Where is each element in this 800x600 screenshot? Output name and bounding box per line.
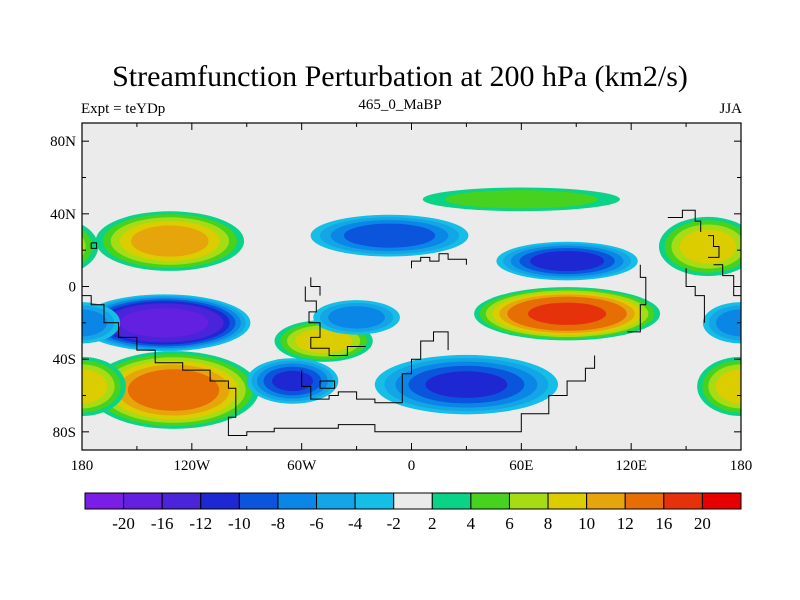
experiment-label: Expt = teYDp [81, 101, 166, 117]
anomaly-center [95, 211, 245, 271]
time-label: 465_0_MaBP [358, 97, 442, 113]
x-tick-label: 120W [173, 458, 211, 474]
coastline [708, 235, 720, 258]
colorbar-label: -10 [228, 514, 251, 533]
y-tick-label: 0 [69, 280, 77, 296]
colorbar-swatch [161, 492, 202, 510]
contour-fill [679, 229, 737, 264]
contour-fill [82, 309, 107, 337]
contour-fill [120, 308, 209, 338]
contour-fill [715, 369, 741, 404]
colorbar-label: 12 [617, 514, 634, 533]
contour-fill [295, 328, 352, 354]
colorbar-label: 10 [578, 514, 595, 533]
colorbar-swatch [277, 492, 318, 510]
contour-fill [272, 370, 313, 392]
y-tick-label: 80S [53, 425, 76, 441]
x-tick-label: 180 [71, 458, 94, 474]
colorbar-label: -2 [387, 514, 401, 533]
coastline [401, 331, 449, 403]
colorbar-swatch [84, 492, 125, 510]
map-title: Streamfunction Perturbation at 200 hPa (… [112, 60, 688, 93]
anomaly-center [246, 358, 339, 404]
colorbar-label: 20 [694, 514, 711, 533]
contour-fill [328, 306, 385, 329]
colorbar-swatch [663, 492, 703, 510]
contour-fill [127, 369, 220, 411]
x-tick-label: 60E [509, 458, 533, 474]
coastline [685, 268, 705, 323]
colorbar-swatch [123, 492, 163, 510]
anomaly-center [82, 302, 741, 344]
contour-fill [82, 229, 93, 264]
map-panel [82, 123, 741, 450]
contour-fill [343, 223, 436, 248]
colorbar-label: -20 [112, 514, 135, 533]
colorbar: -20 -16 -12 -10 -8 -6 -4 -2 2 4 6 8 10 12 16 20 [84, 492, 742, 533]
colorbar-swatch [701, 492, 742, 510]
anomaly-center [313, 300, 400, 335]
colorbar-swatch [354, 492, 395, 510]
coastline [667, 209, 702, 232]
colorbar-swatch [586, 492, 626, 510]
coastline [301, 370, 403, 404]
contour-fill [444, 190, 598, 209]
coastline [319, 380, 336, 389]
contour-fill [82, 236, 86, 257]
colorbar-label: 8 [544, 514, 553, 533]
contour-fill [528, 302, 607, 325]
coastline [627, 264, 647, 333]
colorbar-label: -8 [271, 514, 285, 533]
contour-fill [737, 314, 741, 332]
colorbar-swatch [200, 492, 240, 510]
colorbar-label: 16 [655, 514, 672, 533]
contour-fill [530, 250, 605, 272]
anomaly-center [310, 214, 469, 257]
colorbar-label: 6 [505, 514, 514, 533]
contour-fill [716, 309, 741, 337]
anomaly-center [82, 216, 741, 277]
contour-fill [82, 369, 108, 404]
colorbar-swatch [470, 492, 510, 510]
anomaly-center [82, 294, 741, 352]
colorbar-swatch [316, 492, 356, 510]
colorbar-swatch [508, 492, 549, 510]
coastline [90, 242, 98, 249]
coastline [304, 286, 366, 356]
y-tick-label: 40S [53, 352, 76, 368]
anomaly-center [496, 241, 638, 281]
contour-fill [425, 371, 508, 398]
colorbar-swatch [431, 492, 472, 510]
coastline [310, 277, 321, 296]
colorbar-label: 4 [467, 514, 476, 533]
contour-fill [131, 225, 209, 257]
coastline [411, 253, 467, 269]
colorbar-label: -16 [151, 514, 174, 533]
y-tick-label: 80N [50, 134, 76, 150]
x-tick-label: 60W [287, 458, 317, 474]
season-label: JJA [719, 101, 742, 117]
anomaly-center [82, 356, 741, 417]
coastlines [82, 209, 741, 436]
anomaly-center [474, 287, 661, 341]
anomaly-center [88, 351, 259, 429]
colorbar-label: 2 [428, 514, 437, 533]
colorbar-swatch [238, 492, 279, 510]
anomaly-center [374, 354, 559, 415]
colorbar-label: -4 [348, 514, 363, 533]
colorbar-swatch [624, 492, 665, 510]
colorbar-swatch [547, 492, 588, 510]
colorbar-swatch [393, 492, 433, 510]
colorbar-label: -12 [189, 514, 212, 533]
coastline [713, 264, 741, 297]
x-tick-label: 0 [408, 458, 416, 474]
anomaly-center [422, 187, 620, 212]
map-axes: 80N 40N 0 40S 80S 180 120W 60W 0 60E 120E 180 [50, 122, 753, 474]
colorbar-label: -6 [309, 514, 323, 533]
x-tick-label: 180 [730, 458, 753, 474]
y-tick-label: 40N [50, 207, 76, 223]
coastline [82, 295, 596, 436]
x-tick-label: 120E [615, 458, 647, 474]
